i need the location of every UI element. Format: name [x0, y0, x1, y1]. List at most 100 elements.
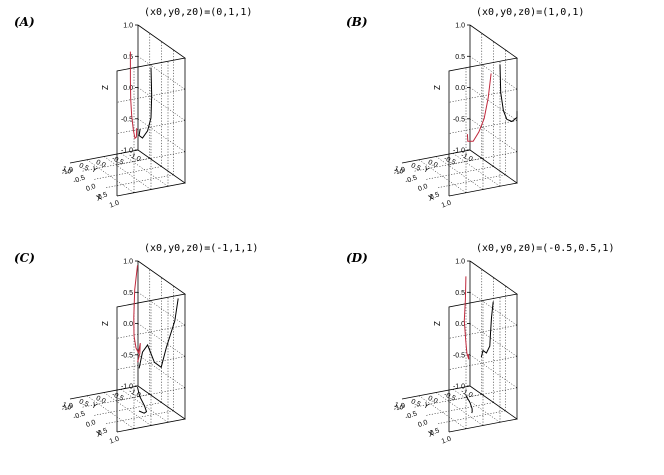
trajectory-curve — [466, 73, 492, 142]
y-tick-label: 1.0 — [393, 401, 405, 412]
gridline-floor-y — [435, 392, 484, 426]
trajectory-curve — [463, 276, 470, 360]
projection-curve-wall — [499, 64, 518, 123]
z-tick-label: 0.5 — [455, 54, 465, 61]
projection-curve-floor — [137, 386, 148, 414]
panel-3: -1.0-0.50.00.51.0Z-1.0-0.50.00.51.0X-1.0… — [14, 243, 258, 446]
gridline-z — [116, 325, 186, 339]
panel-4: -1.0-0.50.00.51.0Z-1.0-0.50.00.51.0X-1.0… — [346, 243, 614, 446]
trajectory-curve — [133, 265, 141, 363]
z-tick-label: 1.0 — [123, 259, 133, 266]
trajectory-curve — [129, 51, 138, 140]
y-tick-label: -1.0 — [128, 388, 142, 399]
projection-curve-wall — [138, 67, 153, 139]
x-axis-label: X — [427, 192, 436, 203]
y-tick-label: 0.0 — [95, 159, 107, 170]
gridline-z — [137, 292, 186, 326]
gridline-floor-x — [437, 410, 506, 425]
y-tick-label: 0.5 — [410, 162, 422, 173]
y-tick-label: 1.0 — [61, 165, 73, 176]
y-tick-label: -1.0 — [460, 152, 474, 163]
y-tick-label: -0.5 — [111, 155, 125, 166]
panel-1: -1.0-0.50.00.51.0Z-1.0-0.50.00.51.0X-1.0… — [14, 7, 252, 210]
axis-frame-top — [448, 260, 519, 432]
x-tick-label: 0.0 — [85, 183, 97, 193]
z-tick-label: 0.0 — [455, 85, 465, 92]
x-axis-label: X — [95, 192, 104, 203]
y-tick-label: 1.0 — [393, 165, 405, 176]
gridline-z — [137, 56, 186, 90]
panel-letter: (B) — [346, 15, 368, 29]
gridline-floor-y — [103, 392, 152, 426]
z-tick-label: -0.5 — [121, 116, 133, 123]
x-tick-label: 0.5 — [429, 191, 441, 201]
gridline-floor-y — [86, 159, 135, 194]
gridline-floor-x — [105, 410, 174, 425]
x-tick-label: -1.0 — [393, 402, 407, 413]
z-tick-label: 0.5 — [123, 290, 133, 297]
gridline-floor-y — [435, 156, 484, 190]
y-axis-label: Y — [90, 400, 99, 411]
x-tick-label: -0.5 — [72, 174, 86, 185]
gridline-floor-y — [418, 159, 467, 194]
panel-letter: (D) — [346, 251, 368, 265]
y-tick-label: 0.0 — [95, 395, 107, 406]
z-tick-label: -1.0 — [121, 384, 133, 391]
x-tick-label: 1.0 — [441, 200, 453, 210]
x-tick-label: 1.0 — [109, 436, 121, 446]
gridline-floor-y — [86, 395, 135, 430]
x-tick-label: -0.5 — [404, 410, 418, 421]
y-tick-label: -0.5 — [111, 391, 125, 402]
z-tick-label: 0.0 — [123, 85, 133, 92]
z-axis-label: Z — [101, 85, 110, 90]
z-tick-label: 0.5 — [455, 290, 465, 297]
z-tick-label: -1.0 — [453, 384, 465, 391]
y-tick-label: 1.0 — [61, 401, 73, 412]
gridline-z — [469, 56, 518, 90]
y-tick-label: 0.0 — [427, 159, 439, 170]
y-tick-label: -0.5 — [443, 155, 457, 166]
panel-letter: (A) — [14, 15, 35, 29]
x-tick-label: -0.5 — [72, 410, 86, 421]
x-tick-label: 0.0 — [417, 183, 429, 193]
gridline-floor-y — [418, 395, 467, 430]
y-tick-label: 0.5 — [78, 398, 90, 409]
y-tick-label: 0.5 — [410, 398, 422, 409]
y-tick-label: -1.0 — [460, 388, 474, 399]
panel-letter: (C) — [14, 251, 35, 265]
panel-title: (x0,y0,z0)=(0,1,1) — [144, 7, 252, 18]
gridline-floor-x — [105, 174, 174, 189]
panel-title: (x0,y0,z0)=(1,0,1) — [476, 7, 584, 18]
x-tick-label: 0.0 — [85, 419, 97, 429]
x-axis-label: X — [427, 428, 436, 439]
y-tick-label: 0.5 — [78, 162, 90, 173]
x-tick-label: 0.0 — [417, 419, 429, 429]
z-tick-label: -0.5 — [121, 352, 133, 359]
gridline-z — [116, 89, 186, 103]
y-axis-label: Y — [422, 400, 431, 411]
x-tick-label: -1.0 — [393, 166, 407, 177]
x-tick-label: 1.0 — [441, 436, 453, 446]
z-tick-label: 1.0 — [455, 259, 465, 266]
axis-frame-left — [69, 25, 139, 164]
gridline-floor-x — [437, 174, 506, 189]
x-tick-label: 0.5 — [429, 427, 441, 437]
y-tick-label: -1.0 — [128, 152, 142, 163]
gridline-z — [448, 89, 518, 103]
axis-frame-top — [448, 24, 519, 196]
z-tick-label: 0.0 — [123, 321, 133, 328]
z-tick-label: -0.5 — [453, 352, 465, 359]
x-tick-label: 1.0 — [109, 200, 121, 210]
z-axis-label: Z — [101, 321, 110, 326]
projection-curve-floor — [465, 394, 473, 414]
axis-frame-top — [116, 260, 187, 432]
y-axis-label: Y — [90, 164, 99, 175]
axis-frame-top — [116, 24, 187, 196]
y-tick-label: 0.0 — [427, 395, 439, 406]
y-axis-label: Y — [422, 164, 431, 175]
y-tick-label: -0.5 — [443, 391, 457, 402]
x-tick-label: 0.5 — [97, 427, 109, 437]
projection-curve-wall — [480, 301, 494, 358]
axis-frame-left — [401, 25, 471, 164]
